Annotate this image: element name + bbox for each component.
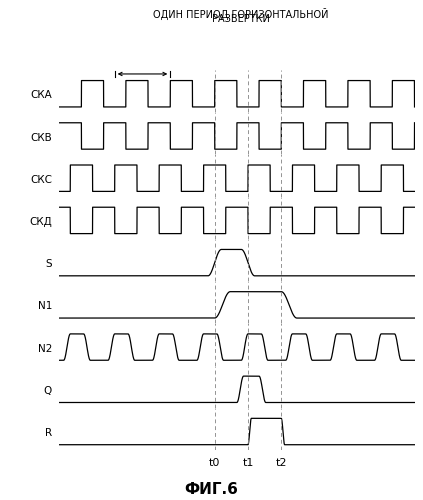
- Text: S: S: [46, 259, 52, 269]
- Text: t0: t0: [209, 458, 220, 468]
- Text: N1: N1: [38, 302, 52, 312]
- Text: СКД: СКД: [29, 217, 52, 227]
- Text: ФИГ.6: ФИГ.6: [184, 482, 239, 498]
- Text: R: R: [45, 428, 52, 438]
- Text: РАЗВЕРТКИ: РАЗВЕРТКИ: [212, 14, 270, 24]
- Text: t1: t1: [242, 458, 254, 468]
- Text: СКВ: СКВ: [30, 132, 52, 142]
- Text: N2: N2: [38, 344, 52, 353]
- Text: ОДИН ПЕРИОД ГОРИЗОНТАЛЬНОЙ: ОДИН ПЕРИОД ГОРИЗОНТАЛЬНОЙ: [154, 8, 329, 20]
- Text: Q: Q: [44, 386, 52, 396]
- Text: СКА: СКА: [30, 90, 52, 101]
- Text: t2: t2: [275, 458, 287, 468]
- Text: СКС: СКС: [30, 175, 52, 185]
